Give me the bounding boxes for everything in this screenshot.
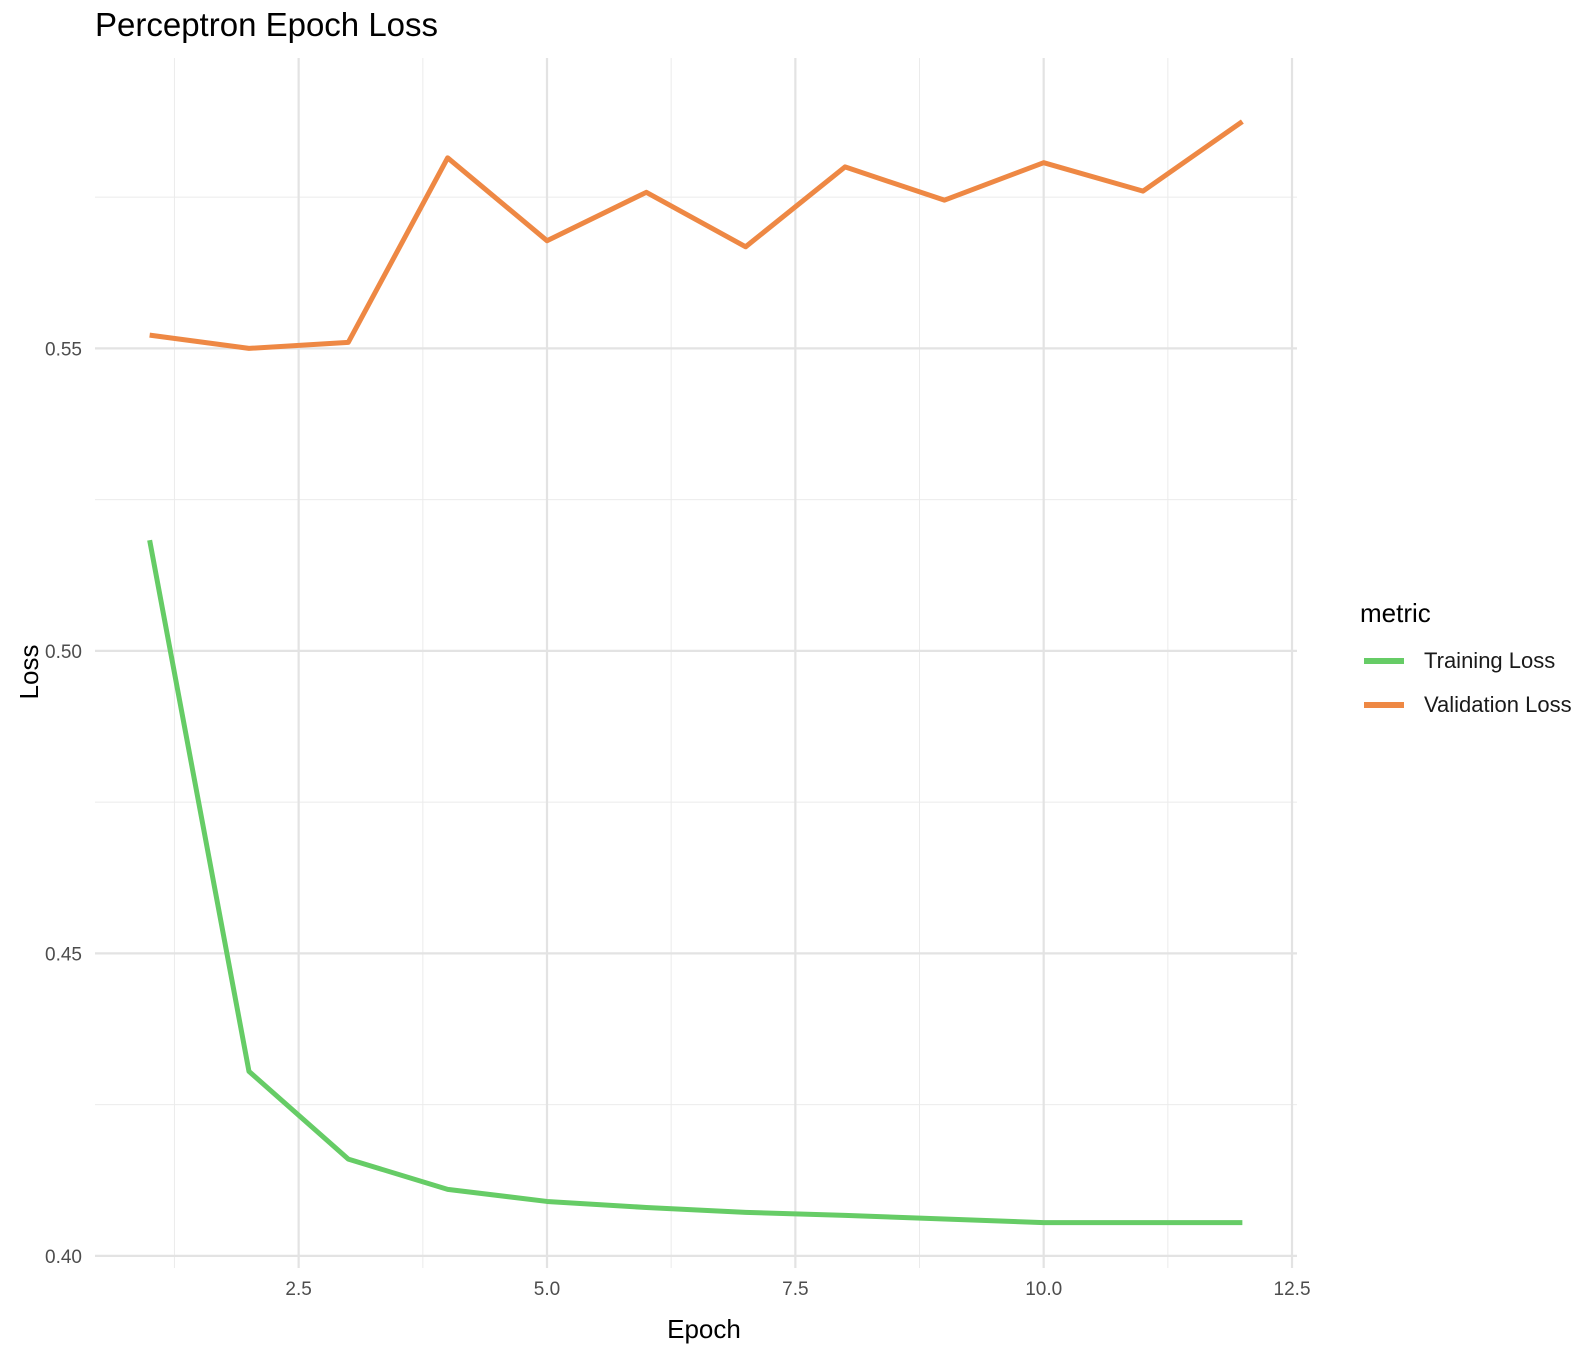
legend-label-validation: Validation Loss	[1424, 692, 1572, 717]
series-line-training-loss	[147, 539, 1243, 1226]
y-tick-label: 0.55	[45, 339, 82, 360]
legend-label-training: Training Loss	[1424, 648, 1556, 673]
y-tick-label: 0.45	[45, 944, 82, 965]
legend-item-validation: Validation Loss	[1360, 683, 1572, 727]
series-lines	[147, 119, 1244, 1226]
y-tick-label: 0.40	[45, 1247, 82, 1268]
tick-labels: 2.5 5.0 7.5 10.0 12.5 0.40 0.45 0.50 0.55	[45, 339, 1311, 1300]
y-axis-label: Loss	[13, 644, 44, 700]
y-tick-label: 0.50	[45, 642, 82, 663]
x-axis-label: Epoch	[667, 1314, 741, 1344]
series-line-validation-loss	[149, 119, 1244, 351]
legend-key-training	[1364, 658, 1404, 664]
legend: metric Training Loss Validation Loss	[1360, 598, 1572, 727]
legend-item-training: Training Loss	[1360, 639, 1572, 683]
chart-title: Perceptron Epoch Loss	[95, 6, 439, 43]
x-tick-label: 12.5	[1274, 1279, 1311, 1300]
grid	[95, 58, 1297, 1268]
legend-key-validation	[1364, 702, 1404, 708]
x-tick-label: 10.0	[1025, 1279, 1062, 1300]
x-tick-label: 5.0	[534, 1279, 560, 1300]
x-tick-label: 2.5	[285, 1279, 311, 1300]
legend-title: metric	[1360, 598, 1431, 628]
x-tick-label: 7.5	[782, 1279, 808, 1300]
